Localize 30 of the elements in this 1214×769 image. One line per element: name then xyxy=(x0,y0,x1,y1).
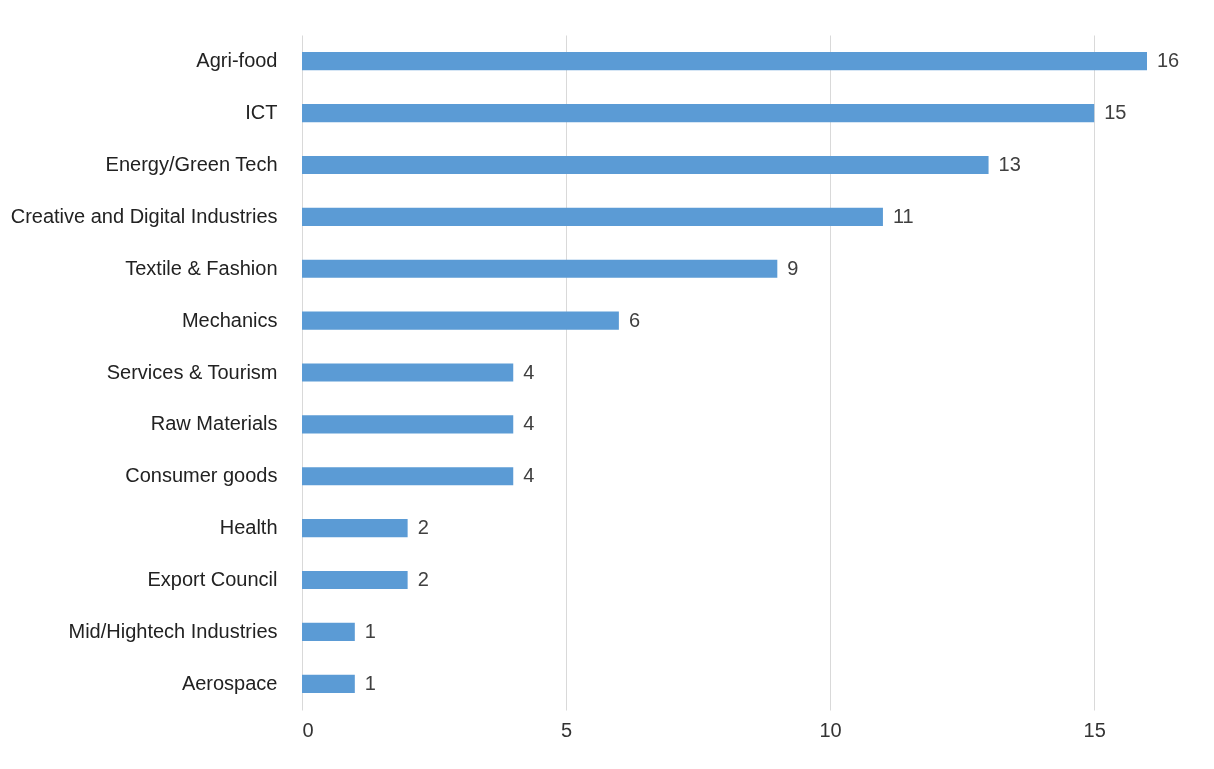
x-tick-label: 10 xyxy=(819,718,842,741)
y-tick-label: ICT xyxy=(245,101,278,124)
x-tick-label: 0 xyxy=(302,718,314,741)
y-tick-label: Mechanics xyxy=(181,308,278,331)
data-label: 6 xyxy=(628,308,640,331)
data-label: 4 xyxy=(523,464,535,487)
data-label: 9 xyxy=(787,256,799,279)
y-tick-label: Textile & Fashion xyxy=(125,256,278,279)
y-tick-label: Raw Materials xyxy=(150,412,278,435)
y-tick-label: Energy/Green Tech xyxy=(105,152,278,175)
y-tick-label: Services & Tourism xyxy=(106,360,278,383)
y-tick-label: Export Council xyxy=(147,568,278,591)
data-label: 4 xyxy=(523,412,535,435)
x-tick-label: 15 xyxy=(1083,718,1106,741)
data-label: 1 xyxy=(364,671,376,694)
data-label: 4 xyxy=(523,360,535,383)
data-label: 2 xyxy=(417,516,429,539)
y-tick-label: Aerospace xyxy=(181,671,278,694)
data-label: 15 xyxy=(1104,101,1127,124)
y-tick-label: Health xyxy=(219,516,278,539)
data-label: 11 xyxy=(892,204,914,227)
y-tick-label: Agri-food xyxy=(196,49,278,72)
y-tick-label: Creative and Digital Industries xyxy=(10,204,278,227)
y-tick-label: Mid/Hightech Industries xyxy=(68,619,278,642)
data-label: 2 xyxy=(417,568,429,591)
data-label: 16 xyxy=(1157,49,1180,72)
data-label: 13 xyxy=(998,152,1021,175)
data-label: 1 xyxy=(364,619,376,642)
x-tick-label: 5 xyxy=(561,718,573,741)
y-tick-label: Consumer goods xyxy=(125,464,278,487)
